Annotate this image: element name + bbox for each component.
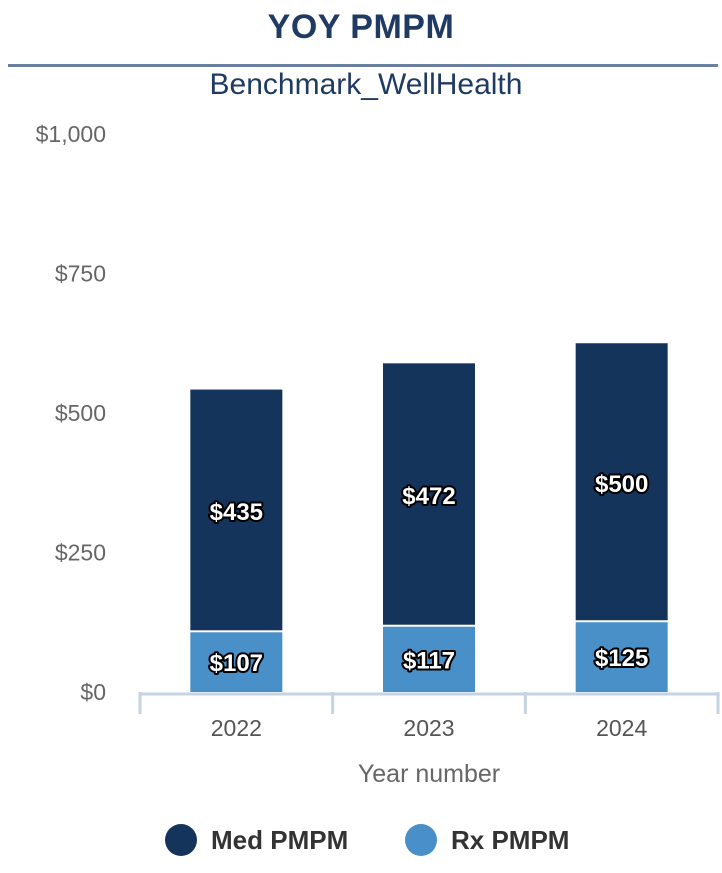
bar-segment-med-pmpm bbox=[575, 343, 668, 621]
legend: Med PMPM Rx PMPM bbox=[0, 820, 722, 860]
legend-swatch-rx-pmpm bbox=[405, 824, 437, 856]
y-tick-label: $750 bbox=[55, 261, 106, 287]
x-tick-label: 2023 bbox=[403, 715, 454, 741]
y-tick-label: $250 bbox=[55, 540, 106, 566]
bar-segment-med-pmpm bbox=[383, 363, 475, 625]
legend-label-rx-pmpm: Rx PMPM bbox=[451, 824, 570, 855]
y-tick-label: $0 bbox=[80, 679, 106, 705]
data-label: $435 bbox=[210, 499, 263, 526]
x-tick-label: 2022 bbox=[211, 715, 262, 741]
bar-segment-rx-pmpm bbox=[190, 632, 283, 692]
data-label: $500 bbox=[595, 471, 648, 498]
y-tick-label: $500 bbox=[55, 400, 106, 426]
y-tick-label: $1,000 bbox=[36, 121, 106, 147]
chart-subtitle: Benchmark_WellHealth bbox=[209, 68, 523, 101]
x-tick-label: 2024 bbox=[596, 715, 647, 741]
title-divider bbox=[8, 64, 718, 67]
legend-swatch-med-pmpm bbox=[165, 824, 197, 856]
bar-segment-med-pmpm bbox=[190, 389, 283, 631]
legend-item-rx-pmpm[interactable]: Rx PMPM bbox=[405, 820, 569, 860]
bar-segment-rx-pmpm bbox=[575, 622, 668, 692]
data-label: $125 bbox=[595, 645, 648, 672]
data-label: $117 bbox=[403, 647, 455, 674]
legend-item-med-pmpm[interactable]: Med PMPM bbox=[165, 820, 348, 860]
data-label: $107 bbox=[210, 650, 263, 677]
chart-title: YOY PMPM bbox=[267, 8, 455, 46]
x-axis-title: Year number bbox=[358, 760, 500, 788]
data-label: $472 bbox=[402, 483, 455, 510]
bar-segment-rx-pmpm bbox=[383, 626, 475, 692]
legend-label-med-pmpm: Med PMPM bbox=[211, 824, 349, 855]
